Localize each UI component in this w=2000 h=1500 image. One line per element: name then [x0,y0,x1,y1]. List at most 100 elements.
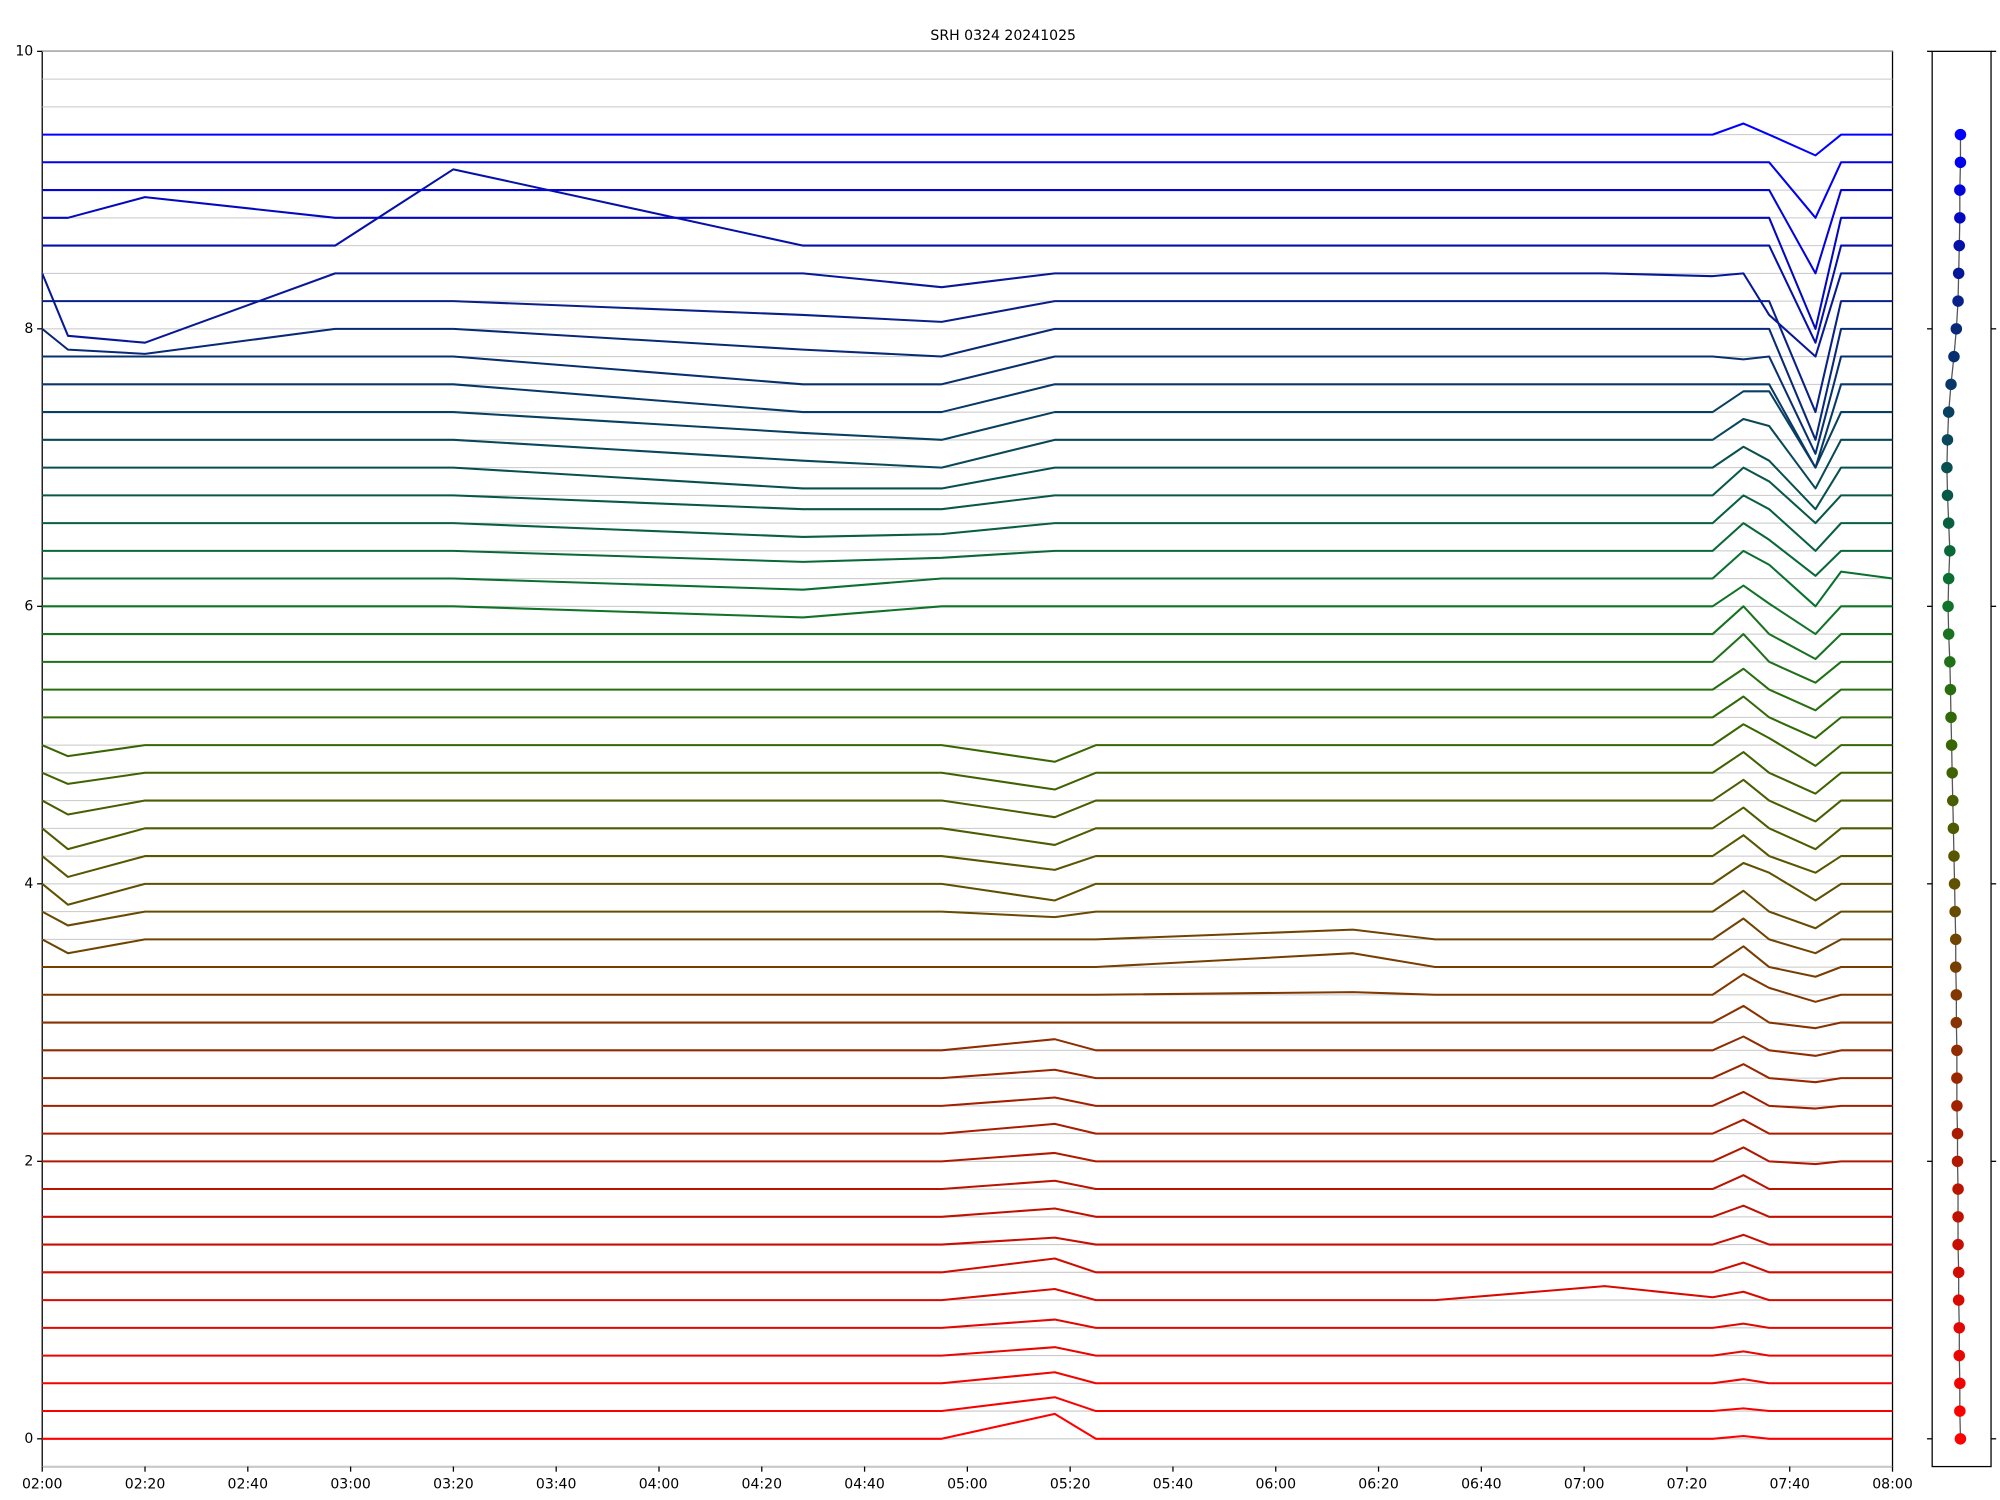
trace-line [41,778,1893,823]
trace-line [42,973,1893,1003]
trace-line [42,300,1893,414]
offset-dot [1942,406,1955,418]
trace-line [42,667,1893,712]
x-tick-label: 04:40 [844,1476,885,1492]
offset-dot [1952,1266,1965,1279]
x-tick-label: 07:20 [1667,1476,1708,1492]
x-tick-label: 03:00 [330,1476,371,1492]
x-tick-label: 07:40 [1769,1476,1810,1492]
x-tick-label: 08:00 [1872,1476,1913,1492]
offset-dot [1953,1322,1966,1334]
trace-line [42,1412,1893,1440]
x-tick-label: 06:40 [1461,1476,1502,1492]
trace-line [42,161,1893,219]
offset-dot [1949,961,1962,973]
offset-dot [1952,267,1965,280]
offset-dot [1954,212,1966,224]
offset-dot [1942,517,1955,529]
offset-dot [1948,850,1960,862]
offset-dot [1954,1405,1966,1417]
chart-title: SRH 0324 20241025 [930,28,1076,44]
x-tick-label: 03:40 [536,1476,577,1492]
trace-line [42,549,1893,608]
x-tick-label: 02:40 [228,1476,269,1492]
offset-dot [1948,350,1960,363]
trace-line [41,834,1893,878]
trace-line [41,327,1893,441]
trace-line [42,390,1893,469]
trace-line [42,1233,1893,1246]
offset-dot [1944,545,1956,557]
trace-line [42,584,1893,636]
offset-dot [1952,1183,1964,1195]
x-tick-label: 06:20 [1358,1476,1399,1492]
offset-dot [1950,989,1963,1001]
x-tick-label: 06:00 [1255,1476,1296,1492]
offset-dot [1951,1072,1963,1084]
offset-dot [1942,572,1955,585]
trace-line [42,1146,1893,1166]
trace-line [42,466,1893,525]
trace-line [41,272,1893,358]
trace-line [42,605,1893,661]
offset-dot [1948,878,1961,890]
offset-dot [1954,156,1967,169]
y-tick-label: 8 [24,321,33,337]
trace-line [42,1396,1893,1413]
x-tick-label: 02:00 [22,1476,63,1492]
trace-line [42,494,1893,552]
trace-line [42,1063,1893,1084]
side-frame [1931,50,1992,1468]
trace-line [42,695,1893,740]
offset-dot [1942,628,1955,640]
y-tick-label: 0 [24,1431,33,1447]
offset-dot [1951,1044,1963,1057]
trace-line [42,168,1893,344]
x-tick-label: 07:00 [1564,1476,1605,1492]
offset-dot [1942,600,1954,613]
offset-dot [1947,794,1959,807]
offset-dot [1951,1100,1963,1112]
offset-dot [1951,1127,1964,1140]
grid-layer [42,50,1893,1468]
trace-line [42,1118,1893,1135]
plot-frame [41,50,1894,1468]
x-tick-label: 02:20 [125,1476,166,1492]
offset-dot [1945,378,1957,391]
offset-dot [1946,767,1958,779]
trace-line [42,1318,1893,1329]
trace-line [42,1090,1893,1110]
trace-line [42,355,1893,455]
offset-dot [1945,739,1958,751]
offset-dot [1953,1349,1966,1362]
trace-line [42,196,1893,330]
x-tick-label: 05:00 [947,1476,988,1492]
offset-dot [1944,656,1956,668]
trace-line [42,945,1893,978]
offset-dot [1945,711,1957,724]
trace-line [42,522,1893,577]
offset-dot [1952,295,1964,307]
y-tick-label: 2 [24,1153,33,1169]
x-tick-label: 03:20 [433,1476,474,1492]
offset-dot [1954,1377,1966,1390]
offset-dot [1941,489,1954,502]
trace-line [42,1174,1893,1191]
y-tick-label: 6 [24,598,33,614]
offset-dot [1949,933,1962,946]
trace-line [42,1004,1893,1030]
offset-dot [1947,822,1960,835]
trace-line [42,1257,1893,1274]
offset-dot [1941,434,1954,446]
trace-line [41,806,1893,851]
y-tick-label: 4 [24,876,33,892]
offset-dot [1950,323,1963,335]
x-tick-label: 04:00 [639,1476,680,1492]
offset-dot [1950,1016,1963,1029]
trace-line [42,383,1893,469]
trace-line [42,1285,1893,1302]
trace-line [42,1035,1893,1057]
trace-line [42,122,1893,157]
offset-dot [1952,1294,1965,1306]
trace-line [42,417,1893,490]
